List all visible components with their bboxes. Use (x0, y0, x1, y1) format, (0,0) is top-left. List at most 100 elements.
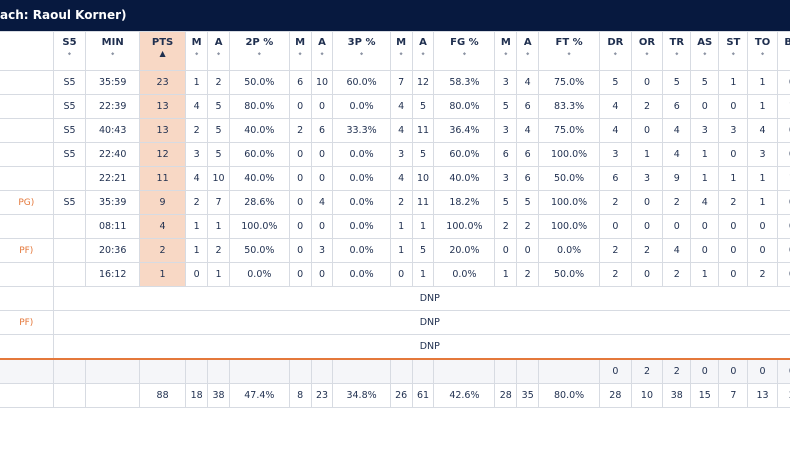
stat-cell: 0 (288, 190, 312, 215)
stat-cell: 0 (776, 70, 790, 95)
player-name[interactable] (0, 118, 54, 143)
column-header-3[interactable]: M ⬩ (185, 31, 209, 71)
stat-cell: 3 (599, 142, 632, 167)
stat-cell: 0 (630, 190, 664, 215)
column-label: BS (784, 37, 790, 48)
stat-cell: 75.0% (538, 118, 601, 143)
player-name[interactable] (0, 70, 54, 95)
stat-cell: 40.0% (229, 118, 290, 143)
sort-icon[interactable]: ⬩ (504, 49, 508, 58)
player-name[interactable] (0, 166, 54, 191)
column-header-5[interactable]: 2P % ⬩ (229, 31, 290, 71)
stat-cell: 35:39 (85, 190, 140, 215)
stat-cell: 2 (185, 118, 209, 143)
total-cell: 28 (599, 383, 632, 408)
column-header-11[interactable]: FG % ⬩ (433, 31, 496, 71)
sort-icon[interactable]: ⬩ (320, 49, 324, 58)
column-header-6[interactable]: M ⬩ (288, 31, 312, 71)
dnp-label: DNP (52, 334, 790, 360)
column-label: TR (669, 37, 685, 48)
sort-icon[interactable]: ⬩ (613, 49, 617, 58)
column-header-15[interactable]: DR ⬩ (599, 31, 632, 71)
stat-cell: 2 (599, 238, 632, 263)
sort-icon[interactable]: ⬩ (298, 49, 302, 58)
stat-cell: 23 (138, 70, 187, 95)
stat-cell: 100.0% (538, 142, 601, 167)
sort-icon[interactable]: ⬩ (111, 49, 115, 58)
total-cell: 42.6% (433, 383, 496, 408)
stat-cell: 2 (630, 238, 664, 263)
stat-cell: 1 (411, 262, 435, 287)
stat-cell: 2 (389, 190, 413, 215)
sort-icon[interactable]: ⬩ (526, 49, 530, 58)
player-name[interactable] (0, 214, 54, 239)
total-cell (207, 358, 231, 384)
row-label (0, 358, 54, 384)
sort-icon[interactable]: ⬩ (217, 49, 220, 58)
total-cell (332, 358, 391, 384)
stat-cell: 0 (494, 238, 518, 263)
sort-icon[interactable]: ⬩ (567, 49, 571, 58)
player-name[interactable] (0, 262, 54, 287)
player-name[interactable] (0, 94, 54, 119)
total-cell (516, 358, 540, 384)
sort-icon[interactable]: ⬩ (421, 49, 425, 58)
player-name[interactable]: PF) (0, 310, 54, 335)
stat-cell: S5 (52, 94, 87, 119)
stat-cell: 0.0% (332, 190, 391, 215)
column-header-16[interactable]: OR ⬩ (630, 31, 664, 71)
stat-cell: 0 (288, 238, 312, 263)
stat-cell: 4 (389, 94, 413, 119)
column-header-19[interactable]: ST ⬩ (718, 31, 749, 71)
column-header-21[interactable]: BS⬩ (776, 31, 790, 71)
column-header-1[interactable]: MIN ⬩ (85, 31, 140, 71)
stat-cell: 18.2% (433, 190, 496, 215)
column-header-14[interactable]: FT % ⬩ (538, 31, 601, 71)
sort-icon[interactable]: ⬩ (195, 49, 199, 58)
sort-icon[interactable]: ⬩ (645, 49, 649, 58)
sort-icon[interactable]: ⬩ (703, 49, 707, 58)
player-name[interactable] (0, 286, 54, 311)
stat-cell: 10 (411, 166, 435, 191)
column-header-8[interactable]: 3P % ⬩ (332, 31, 391, 71)
sort-icon[interactable]: ⬩ (761, 49, 765, 58)
sort-icon[interactable]: ⬩ (257, 49, 261, 58)
column-header-2[interactable]: PTS ▲ (138, 31, 187, 71)
player-name[interactable] (0, 334, 54, 360)
column-header-20[interactable]: TO ⬩ (747, 31, 778, 71)
column-header-12[interactable]: M ⬩ (494, 31, 518, 71)
stat-cell: 3 (310, 238, 334, 263)
sort-icon[interactable]: ⬩ (360, 49, 364, 58)
player-name[interactable]: PF) (0, 238, 54, 263)
stat-cell: 4 (516, 118, 540, 143)
column-header-17[interactable]: TR ⬩ (662, 31, 692, 71)
total-cell (138, 358, 187, 384)
column-header-7[interactable]: A ⬩ (310, 31, 334, 71)
player-name[interactable]: PG) (0, 190, 54, 215)
column-header-0[interactable]: S5 ⬩ (52, 31, 87, 71)
sort-icon[interactable]: ⬩ (68, 49, 71, 58)
stat-cell: 50.0% (538, 262, 601, 287)
sort-icon[interactable]: ⬩ (731, 49, 735, 58)
column-header-13[interactable]: A ⬩ (516, 31, 540, 71)
stat-cell: 4 (138, 214, 187, 239)
column-header-9[interactable]: M ⬩ (389, 31, 413, 71)
stat-cell: 83.3% (538, 94, 601, 119)
column-header-18[interactable]: AS ⬩ (690, 31, 720, 71)
sort-icon[interactable]: ⬩ (462, 49, 466, 58)
dnp-row: DNP (0, 286, 790, 311)
column-header-4[interactable]: A ⬩ (207, 31, 231, 71)
stat-cell: 7 (389, 70, 413, 95)
column-label: PTS (151, 37, 174, 48)
sort-asc-icon[interactable]: ▲ (159, 49, 166, 58)
sort-icon[interactable]: ⬩ (675, 49, 679, 58)
column-label: M (396, 37, 407, 48)
stat-cell: 2 (138, 238, 187, 263)
player-name[interactable] (0, 142, 54, 167)
sort-icon[interactable]: ⬩ (399, 49, 403, 58)
sort-icon[interactable]: ⬩ (778, 49, 790, 58)
column-header-10[interactable]: A ⬩ (411, 31, 435, 71)
stat-cell: 5 (494, 94, 518, 119)
stat-cell: 2 (185, 190, 209, 215)
total-cell (433, 358, 496, 384)
